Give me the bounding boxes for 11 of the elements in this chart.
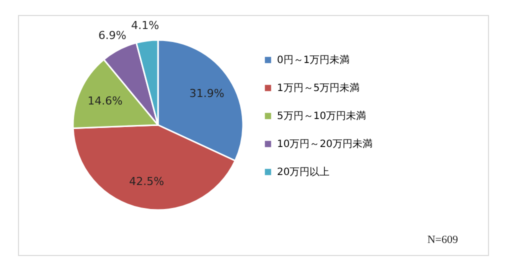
- legend-label: 5万円～10万円未満: [277, 110, 366, 122]
- legend-label: 20万円以上: [277, 166, 330, 178]
- text: N=609: [427, 234, 458, 246]
- legend-label: 1万円～5万円未満: [277, 82, 360, 94]
- data-label: 31.9%: [189, 86, 224, 100]
- legend-label: 10万円～20万円未満: [277, 138, 372, 150]
- data-label: 6.9%: [98, 29, 126, 42]
- data-label: 4.1%: [131, 18, 160, 32]
- legend-label: 0円～1万円未満: [277, 54, 350, 66]
- data-label: 14.6%: [88, 94, 123, 108]
- data-label: 42.5%: [129, 174, 164, 188]
